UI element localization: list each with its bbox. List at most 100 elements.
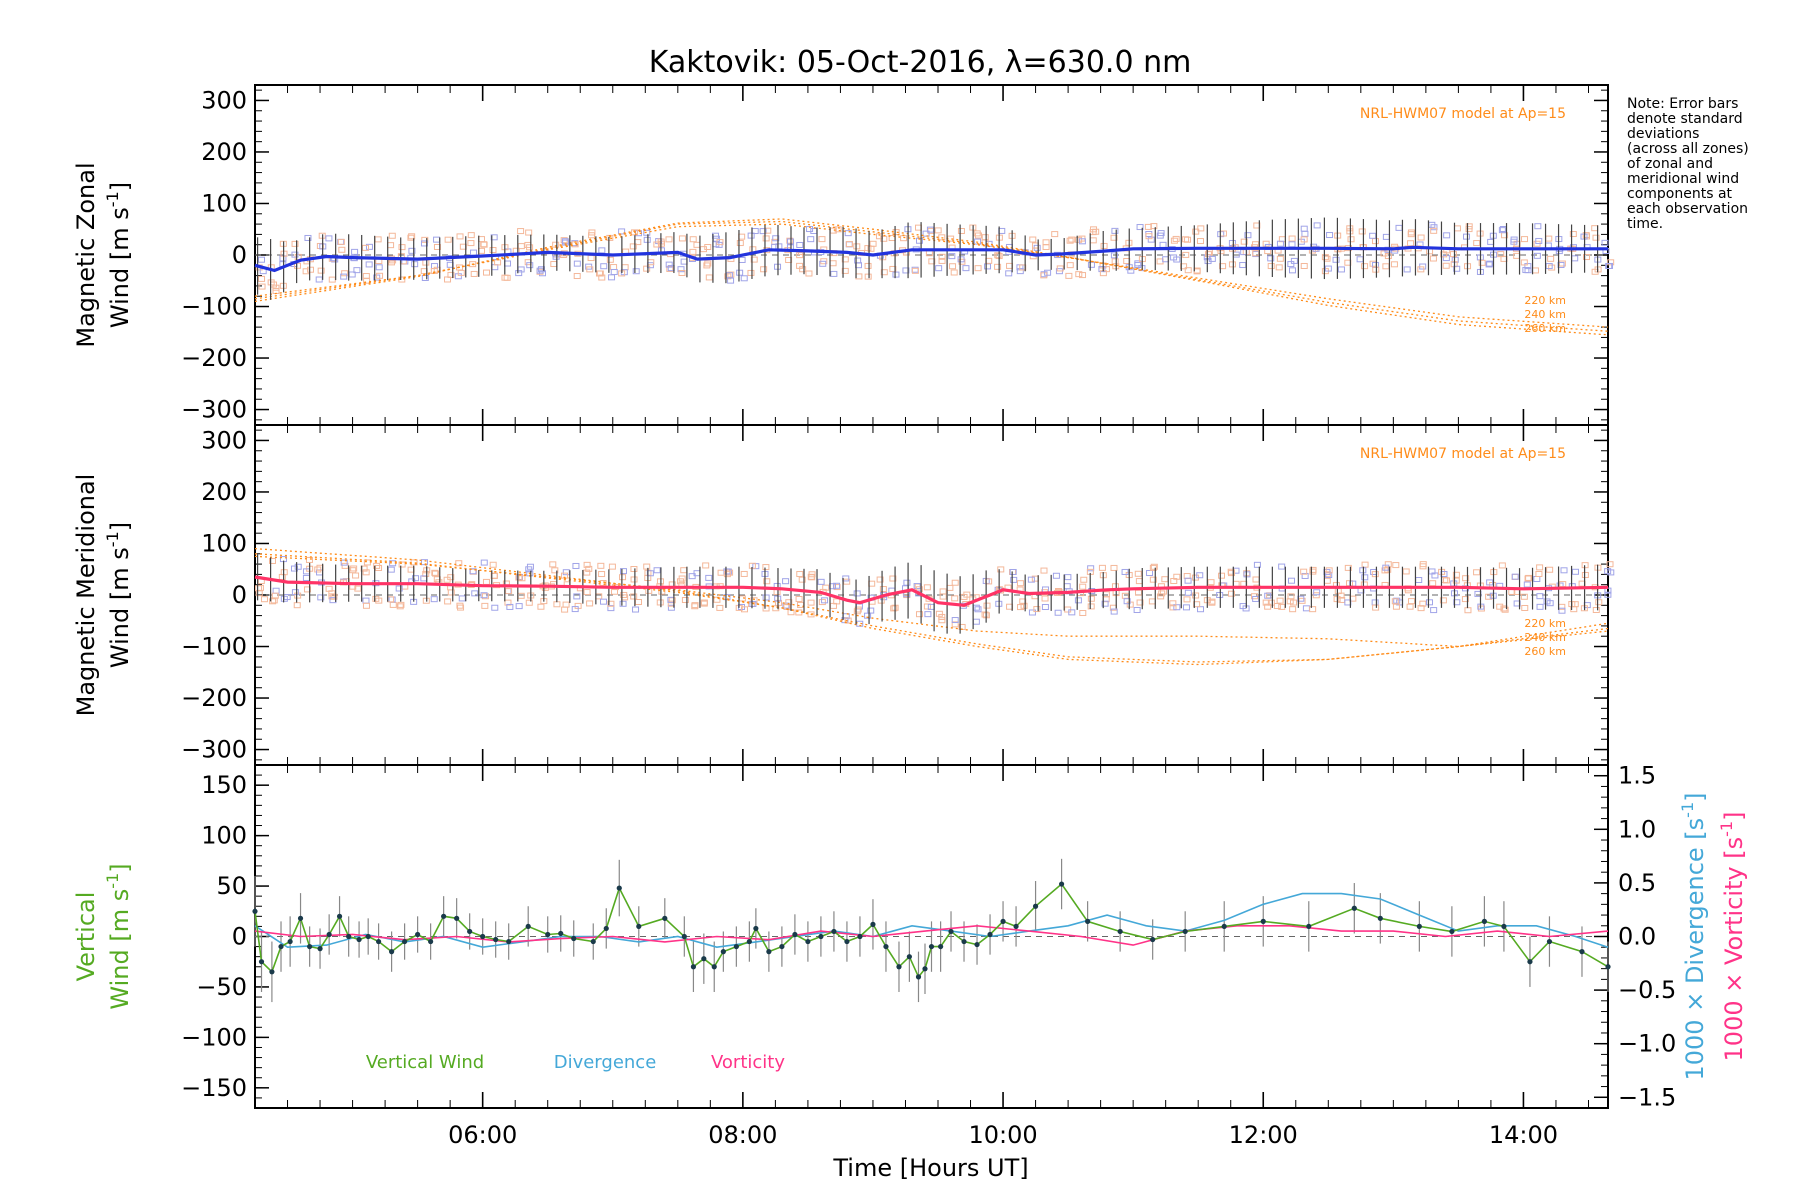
zone-sample-marker (362, 569, 370, 576)
zone-sample-marker (1473, 569, 1481, 576)
zone-sample-marker (740, 606, 748, 613)
zone-sample-marker (1017, 604, 1025, 611)
zone-sample-marker (1147, 236, 1155, 243)
zone-sample-marker (1407, 240, 1415, 247)
zone-sample-marker (505, 588, 513, 595)
zone-sample-marker (1535, 237, 1543, 244)
zone-sample-marker (798, 576, 806, 583)
zone-sample-marker (643, 229, 651, 236)
x-tick-label: 12:00 (1229, 1121, 1298, 1149)
y-axis-label-close: ] (106, 522, 134, 531)
zone-sample-marker (1005, 270, 1013, 277)
zone-sample-marker (1243, 571, 1251, 578)
zone-sample-marker (1545, 263, 1553, 270)
zone-sample-marker (607, 600, 615, 607)
zone-sample-marker (1121, 568, 1129, 575)
zone-sample-marker (483, 269, 491, 276)
vertical-wind-point (346, 933, 352, 940)
zone-sample-marker (1417, 266, 1425, 273)
zone-sample-marker (1087, 565, 1095, 572)
zone-sample-marker (1019, 598, 1027, 605)
zone-sample-marker (608, 274, 616, 281)
zone-sample-marker (844, 230, 852, 237)
zone-sample-marker (504, 599, 512, 606)
note-line: of zonal and (1627, 156, 1713, 172)
zone-sample-marker (923, 603, 931, 610)
zone-sample-marker (1041, 595, 1049, 602)
zone-sample-marker (1068, 609, 1076, 616)
zone-sample-marker (913, 583, 921, 590)
zone-sample-marker (1159, 241, 1167, 248)
zone-sample-marker (1300, 225, 1308, 232)
zone-sample-marker (1016, 268, 1024, 275)
zone-sample-marker (1207, 579, 1215, 586)
zone-sample-marker (911, 267, 919, 274)
zone-sample-marker (1464, 607, 1472, 614)
zone-sample-marker (818, 599, 826, 606)
vertical-wind-point (571, 935, 577, 942)
zone-sample-marker (1326, 232, 1334, 239)
zone-sample-marker (939, 588, 947, 595)
zone-sample-marker (349, 567, 357, 574)
zone-sample-marker (1371, 599, 1379, 606)
zone-sample-marker (796, 241, 804, 248)
zone-sample-marker (362, 602, 370, 609)
zone-sample-marker (938, 257, 946, 264)
zone-sample-marker (1606, 561, 1614, 568)
zone-sample-marker (1267, 255, 1275, 262)
zone-sample-marker (785, 599, 793, 606)
zone-sample-marker (1134, 262, 1142, 269)
zone-sample-marker (1406, 603, 1414, 610)
vertical-wind-point (506, 938, 512, 945)
y2-tick-label: 0.5 (1618, 869, 1656, 897)
zone-sample-marker (572, 562, 580, 569)
zone-sample-marker (1169, 604, 1177, 611)
zone-sample-marker (740, 570, 748, 577)
vertical-wind-point (402, 938, 408, 945)
zone-sample-marker (817, 578, 825, 585)
zone-sample-marker (444, 276, 452, 283)
zone-sample-marker (853, 243, 861, 250)
zone-sample-marker (727, 271, 735, 278)
zone-sample-marker (494, 259, 502, 266)
zone-sample-marker (1056, 265, 1064, 272)
vertical-wind-point (1117, 928, 1123, 935)
zone-sample-marker (1159, 588, 1167, 595)
zone-sample-marker (471, 590, 479, 597)
zone-sample-marker (760, 266, 768, 273)
zone-sample-marker (1309, 568, 1317, 575)
zone-sample-marker (1439, 597, 1447, 604)
vertical-wind-point (454, 915, 460, 921)
note-line: deviations (1627, 126, 1700, 142)
zone-sample-marker (1066, 237, 1074, 244)
zone-sample-marker (1264, 603, 1272, 610)
zone-sample-marker (807, 611, 815, 618)
zone-sample-marker (1144, 223, 1152, 230)
y-tick-label: −200 (181, 344, 247, 372)
zone-sample-marker (1465, 223, 1473, 230)
zone-sample-marker (1431, 572, 1439, 579)
zone-sample-marker (1429, 580, 1437, 587)
zone-sample-marker (946, 584, 954, 591)
zone-sample-marker (1496, 603, 1504, 610)
zone-sample-marker (1558, 260, 1566, 267)
zone-sample-marker (302, 574, 310, 581)
zone-sample-marker (1161, 576, 1169, 583)
zone-sample-marker (844, 617, 852, 624)
zone-sample-marker (586, 266, 594, 273)
zone-sample-marker (1442, 262, 1450, 269)
zone-sample-marker (1110, 252, 1118, 259)
zone-sample-marker (1110, 564, 1118, 571)
x-tick-label: 14:00 (1489, 1121, 1558, 1149)
zone-sample-marker (1196, 238, 1204, 245)
zone-sample-marker (1287, 261, 1295, 268)
zone-sample-marker (1288, 235, 1296, 242)
vertical-wind-point (428, 938, 434, 945)
zone-sample-marker (915, 611, 923, 618)
zone-sample-marker (630, 593, 638, 600)
zone-sample-marker (1356, 256, 1364, 263)
zone-sample-marker (365, 261, 373, 268)
zone-sample-marker (269, 598, 277, 605)
zone-sample-marker (340, 273, 348, 280)
